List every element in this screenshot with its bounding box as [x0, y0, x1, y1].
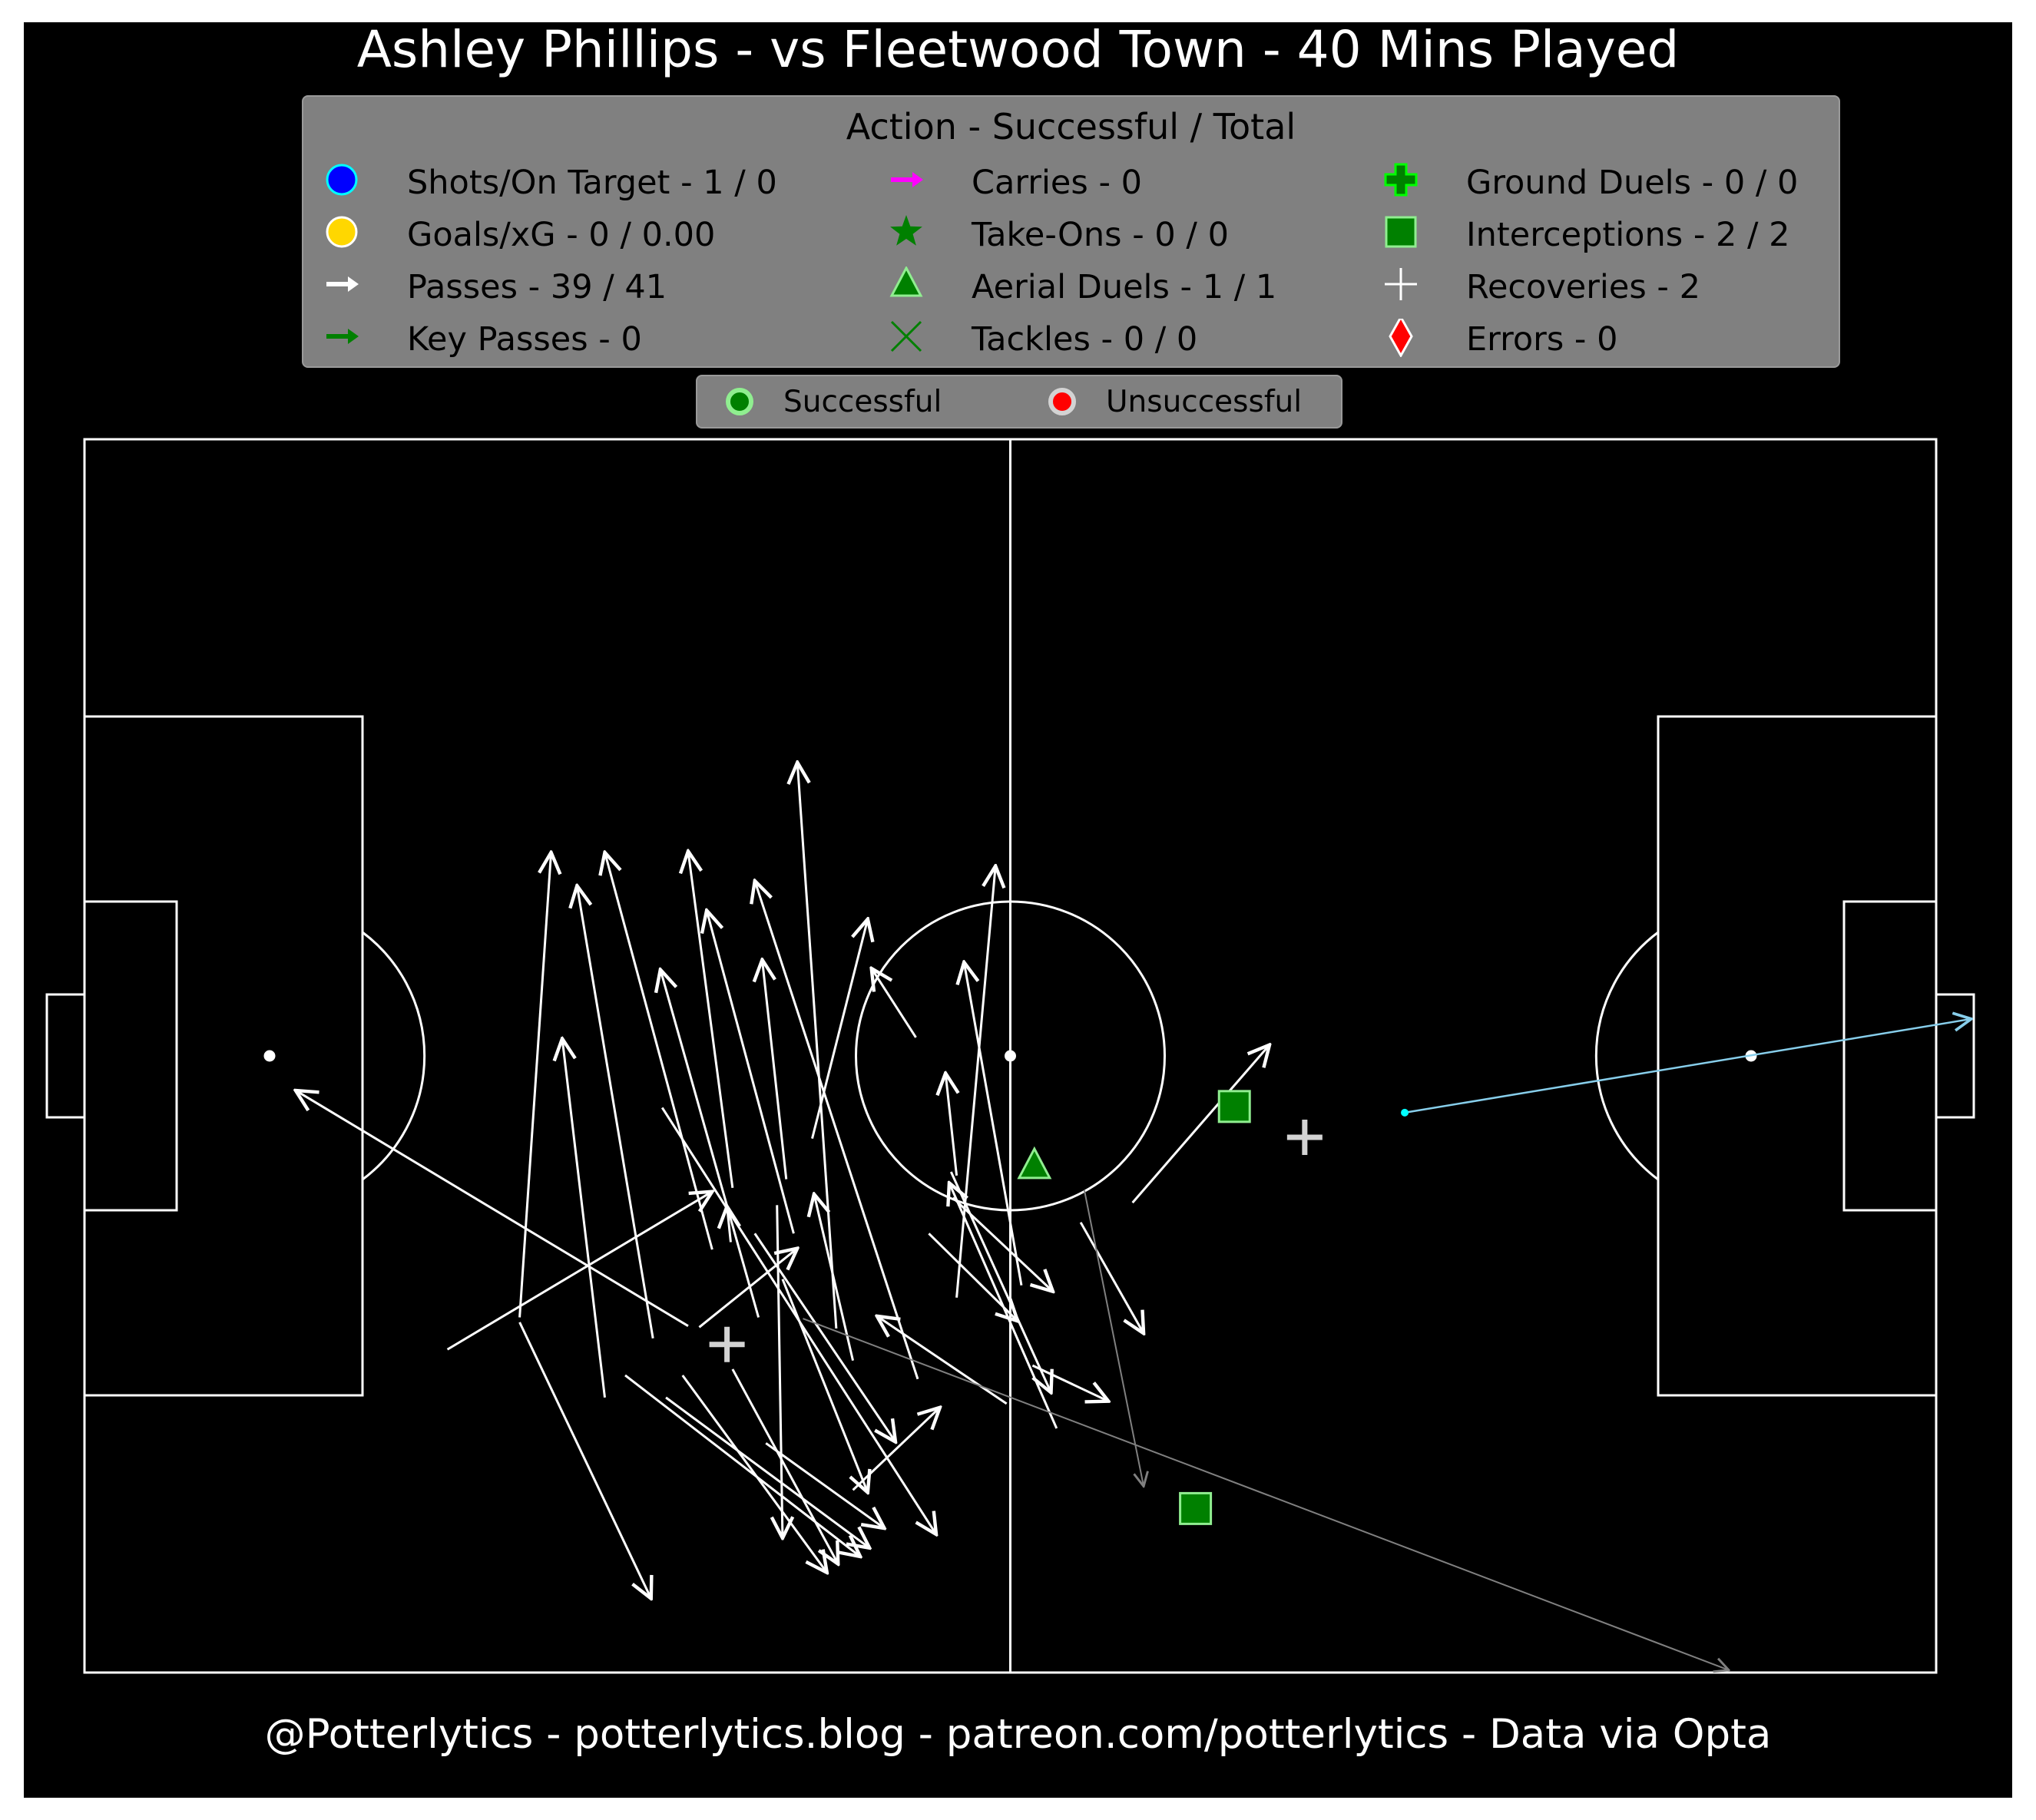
pass-arrow-successful: [518, 852, 551, 1318]
centre-circle: [855, 900, 1166, 1212]
action-legend: Action - Successful / Total Shots/On Tar…: [302, 95, 1840, 368]
pass-arrow-successful: [955, 866, 996, 1298]
aerial-duels-triangle-icon: [889, 266, 923, 297]
recoveries-plus-icon: [1385, 268, 1417, 300]
legend-item-label: Goals/xG - 0 / 0.00: [407, 216, 716, 254]
legend-item-label: Aerial Duels - 1 / 1: [972, 268, 1277, 306]
passes-layer: [296, 763, 1729, 1670]
shots-icon: [326, 164, 358, 196]
pass-arrow-successful: [949, 1171, 1051, 1392]
outcome-legend: Successful Unsuccessful: [696, 375, 1342, 429]
pass-arrow-successful: [872, 968, 917, 1038]
legend-item-label: Shots/On Target - 1 / 0: [407, 164, 777, 202]
pass-arrow-successful: [755, 881, 919, 1380]
pass-arrow-successful: [811, 919, 868, 1139]
pass-arrow-successful: [698, 1249, 797, 1329]
pass-arrow-successful: [624, 1374, 860, 1557]
pass-arrow-successful: [727, 1206, 731, 1243]
pitch-lines: [45, 438, 1975, 1674]
right-six-yard-box: [1842, 900, 1938, 1212]
pass-arrow-successful: [964, 962, 1023, 1286]
pass-arrow-successful: [296, 1090, 689, 1328]
left-six-yard-box: [83, 900, 178, 1212]
left-penalty-spot: [263, 1050, 276, 1062]
centre-spot: [1005, 1050, 1016, 1062]
shot-trajectory: [1404, 1019, 1971, 1114]
pass-arrow-successful: [777, 1205, 783, 1538]
aerial-duel-marker: [1017, 1146, 1052, 1180]
goals-icon: [326, 216, 358, 248]
recovery-marker: [709, 1326, 745, 1362]
pass-arrow-successful: [731, 1368, 838, 1564]
pass-arrow-successful: [665, 1396, 869, 1548]
recovery-marker: [1286, 1120, 1323, 1155]
pass-arrow-successful: [604, 852, 713, 1250]
legend-item-label: Ground Duels - 0 / 0: [1466, 164, 1799, 202]
outcome-legend-label: Successful: [783, 385, 942, 419]
successful-marker-icon: [726, 388, 753, 415]
pass-arrow-successful: [762, 960, 788, 1180]
pass-arrow-successful: [949, 1183, 1058, 1429]
interception-marker: [1179, 1491, 1213, 1525]
pass-arrow-successful: [952, 1196, 1053, 1292]
take-ons-star-icon: [890, 215, 922, 246]
pass-arrow-successful: [814, 1194, 855, 1362]
pass-arrow-successful: [707, 910, 795, 1234]
legend-item-label: Carries - 0: [972, 164, 1142, 202]
pass-arrow-successful: [1031, 1364, 1108, 1401]
legend-item-label: Errors - 0: [1466, 320, 1618, 359]
pass-arrow-successful: [877, 1316, 1008, 1405]
ground-duels-plus-icon: [1384, 163, 1418, 197]
legend-item-label: Tackles - 0 / 0: [972, 320, 1198, 359]
pass-arrow-successful: [1131, 1045, 1270, 1204]
pass-arrow-unsuccessful: [1083, 1190, 1144, 1486]
errors-diamond-icon: [1389, 319, 1413, 357]
legend-item-label: Key Passes - 0: [407, 320, 642, 359]
pass-arrow-successful: [688, 851, 734, 1189]
pass-arrow-unsuccessful: [803, 1318, 1729, 1670]
right-penalty-arc: [1594, 931, 1659, 1181]
legend-item-label: Recoveries - 2: [1466, 268, 1700, 306]
carries-arrow-icon: [891, 172, 923, 187]
right-penalty-box: [1657, 715, 1938, 1397]
interception-marker: [1217, 1090, 1251, 1123]
interceptions-square-icon: [1385, 216, 1417, 248]
pass-arrow-successful: [577, 885, 654, 1339]
pass-arrow-successful: [765, 1442, 884, 1528]
pass-arrow-successful: [562, 1039, 606, 1398]
shots-layer: [1401, 1019, 1971, 1117]
left-goal: [45, 993, 86, 1119]
outcome-legend-label: Unsuccessful: [1106, 385, 1303, 419]
left-penalty-arc: [362, 931, 426, 1181]
legend-item-label: Interceptions - 2 / 2: [1466, 216, 1790, 254]
pass-arrow-successful: [1079, 1222, 1144, 1334]
pass-arrow-successful: [781, 1279, 868, 1493]
pass-arrow-successful: [797, 763, 838, 1329]
key-passes-arrow-icon: [326, 329, 359, 344]
tackles-x-icon: [890, 320, 922, 352]
legend-item-label: Passes - 39 / 41: [407, 268, 667, 306]
pass-arrow-successful: [660, 970, 760, 1318]
left-penalty-box: [83, 715, 364, 1397]
pass-arrow-successful: [518, 1322, 651, 1599]
pass-arrow-successful: [945, 1073, 956, 1176]
pass-arrow-successful: [446, 1192, 713, 1351]
passes-arrow-icon: [326, 276, 359, 292]
footer-credits: @Potterlytics - potterlytics.blog - patr…: [264, 1711, 1772, 1758]
pass-arrow-successful: [852, 1408, 940, 1491]
shot-point: [1401, 1108, 1409, 1117]
right-goal: [1935, 993, 1975, 1119]
chart-title: Ashley Phillips - vs Fleetwood Town - 40…: [356, 20, 1680, 79]
legend-title: Action - Successful / Total: [846, 106, 1296, 147]
legend-item-label: Take-Ons - 0 / 0: [972, 216, 1229, 254]
unsuccessful-marker-icon: [1048, 388, 1076, 415]
markers-layer: [709, 1090, 1323, 1525]
